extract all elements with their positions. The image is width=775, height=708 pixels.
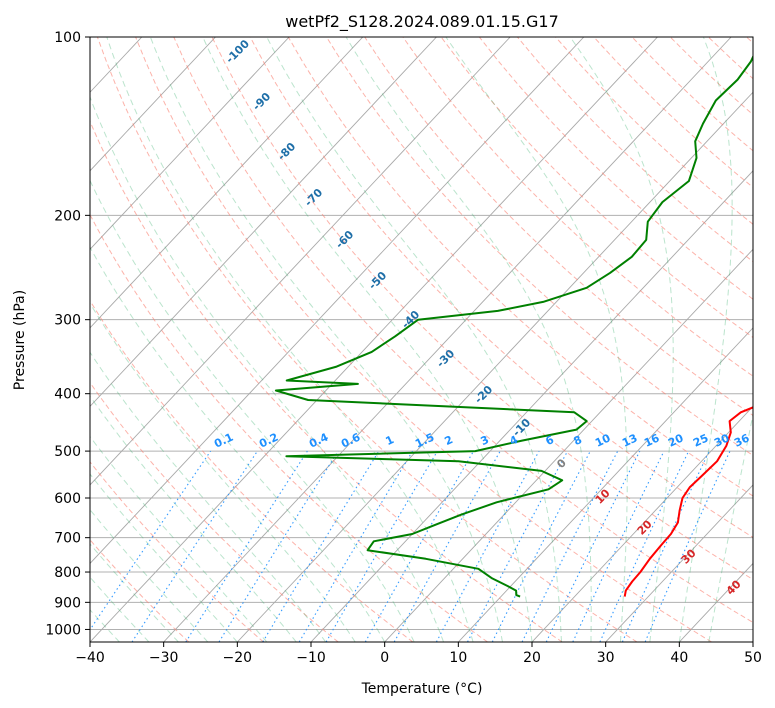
x-tick-label: 40 — [670, 650, 688, 666]
moist-adiabat-line — [90, 351, 327, 642]
x-tick-label: −20 — [223, 650, 253, 666]
dry-adiabat-line — [326, 37, 753, 457]
moist-adiabat-line — [678, 37, 733, 642]
isotherm-line — [90, 37, 511, 486]
x-tick-label: −40 — [75, 650, 105, 666]
moist-adiabat-line — [90, 246, 386, 642]
mixing-ratio-line — [185, 450, 308, 642]
x-tick-label: −10 — [296, 650, 326, 666]
mixing-ratio-line — [262, 450, 380, 642]
dry-adiabat-line — [90, 299, 414, 642]
mixing-ratio-label: 25 — [691, 431, 710, 449]
x-tick-label: −30 — [149, 650, 179, 666]
x-tick-label: 0 — [380, 650, 389, 666]
mixing-ratio-label: 10 — [593, 431, 613, 449]
mixing-ratio-label: 36 — [732, 431, 752, 449]
moist-adiabat-line — [90, 302, 356, 642]
dry-adiabat-line — [135, 37, 712, 642]
dry-adiabat-line — [90, 120, 563, 642]
mixing-ratio-line — [599, 450, 690, 642]
plot-frame — [89, 36, 754, 643]
x-tick-label: 50 — [744, 650, 762, 666]
moist-adiabat-line — [90, 395, 297, 642]
temperature-profile-line — [623, 406, 753, 597]
isotherm-line — [310, 170, 753, 642]
dry-adiabat-line — [90, 213, 488, 642]
isotherm-line — [90, 37, 216, 172]
dry-adiabat-line — [211, 37, 753, 581]
dry-adiabat-line — [90, 461, 264, 642]
moist-adiabat-line — [90, 95, 445, 642]
dry-adiabat-line — [90, 381, 339, 642]
moist-adiabat-line — [202, 37, 533, 642]
background-lines-layer — [90, 37, 753, 642]
y-tick-label: 100 — [54, 30, 81, 46]
mixing-ratio-label: 13 — [620, 431, 639, 449]
y-tick-label: 700 — [54, 531, 81, 547]
dry-adiabat-line — [440, 37, 753, 339]
x-tick-label: 10 — [449, 650, 467, 666]
moist-adiabat-line — [569, 37, 674, 642]
y-tick-label: 400 — [54, 387, 81, 403]
y-axis-label: Pressure (hPa) — [12, 290, 28, 390]
y-tick-label: 800 — [54, 565, 81, 581]
dry-adiabat-line — [402, 37, 753, 377]
y-tick-label: 200 — [54, 208, 81, 224]
mixing-ratio-line — [545, 450, 641, 642]
isotherm-line — [90, 37, 290, 250]
mixing-ratio-label: 20 — [666, 431, 686, 449]
mixing-ratio-label: 30 — [712, 431, 732, 449]
dry-adiabat-line — [287, 37, 753, 497]
moist-adiabat-line — [345, 37, 592, 642]
x-tick-label: 30 — [597, 650, 615, 666]
dewpoint-profile-line — [274, 54, 753, 598]
moist-adiabat-line — [149, 37, 503, 642]
moist-adiabat-line — [266, 37, 562, 642]
mixing-ratio-line — [572, 450, 665, 642]
moist-adiabat-line — [90, 179, 415, 642]
mixing-ratio-label: 16 — [642, 431, 662, 449]
dry-adiabat-line — [249, 37, 753, 538]
mixing-ratio-line — [218, 450, 339, 642]
isotherm-line — [384, 248, 753, 642]
chart-title: wetPf2_S128.2024.089.01.15.G17 — [285, 12, 559, 32]
moist-adiabat-line — [708, 412, 753, 642]
y-tick-label: 300 — [54, 313, 81, 329]
isotherm-line — [458, 327, 753, 642]
y-tick-label: 500 — [54, 444, 81, 460]
sounding-lines-layer — [274, 54, 753, 598]
dry-adiabat-line — [96, 37, 638, 642]
isotherm-line — [237, 91, 753, 642]
y-tick-label: 600 — [54, 491, 81, 507]
mixing-ratio-line — [90, 450, 212, 631]
x-axis-label: Temperature (°C) — [361, 681, 483, 697]
mixing-ratio-line — [325, 450, 438, 642]
isotherm-line — [531, 405, 753, 642]
moist-adiabat-line — [106, 37, 474, 642]
mixing-ratio-line — [298, 450, 414, 642]
isotherm-line — [90, 37, 437, 408]
isotherm-line — [163, 37, 732, 642]
x-tick-label: 20 — [523, 650, 541, 666]
axes-layer: −40 −30 −20 −10 0 10 20 30 40 50 100 200 300 400 500 60… — [45, 30, 762, 666]
isotherm-line — [90, 37, 585, 565]
mixing-ratio-line — [435, 450, 540, 642]
y-tick-label: 900 — [54, 595, 81, 611]
isotherm-line — [90, 37, 658, 642]
mixing-ratio-line — [131, 450, 258, 642]
isotherm-line — [605, 484, 753, 642]
dry-adiabat-line — [90, 539, 190, 642]
moist-adiabat-line — [445, 37, 628, 642]
y-tick-label: 1000 — [45, 622, 81, 638]
